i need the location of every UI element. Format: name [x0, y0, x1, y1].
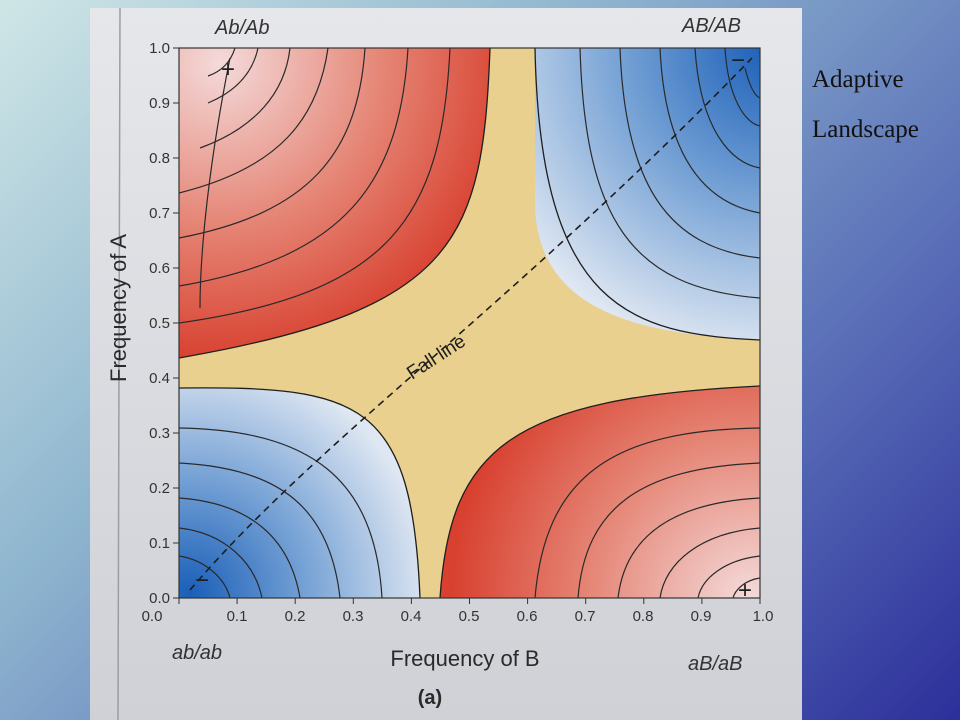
textbook-photo: 0.0 0.1 0.2 0.3 0.4 0.5 0.6 0.7 0.8 0.9 … — [90, 8, 802, 720]
x-tick-label: 0.5 — [459, 608, 480, 625]
peak-mark-bottom-right: + — [738, 577, 752, 604]
genotype-label-bottom-right: aB/aB — [688, 653, 742, 675]
slide-title: Adaptive Landscape — [812, 66, 952, 166]
x-tick-label: 0.4 — [401, 608, 422, 625]
adaptive-landscape-figure: 0.0 0.1 0.2 0.3 0.4 0.5 0.6 0.7 0.8 0.9 … — [106, 8, 774, 720]
page-margin-line — [117, 8, 121, 720]
x-tick-label: 0.9 — [691, 608, 712, 625]
x-tick-label: 1.0 — [753, 608, 774, 625]
panel-label: (a) — [418, 687, 442, 709]
y-tick-label: 0.8 — [149, 150, 170, 167]
y-tick-label: 0.9 — [149, 95, 170, 112]
y-tick-label: 0.7 — [149, 205, 170, 222]
y-tick-label: 0.6 — [149, 260, 170, 277]
region-top-right-negative — [535, 48, 760, 340]
genotype-label-top-left: Ab/Ab — [214, 17, 269, 39]
region-top-left-positive — [179, 48, 490, 358]
fall-line — [189, 57, 753, 591]
y-tick-label: 1.0 — [149, 40, 170, 57]
x-tick-label: 0.3 — [343, 608, 364, 625]
region-bottom-right-positive — [440, 386, 760, 598]
x-tick-label: 0.8 — [633, 608, 654, 625]
slide-title-line-1: Adaptive — [812, 66, 904, 93]
region-bottom-left-negative — [179, 387, 420, 598]
y-tick-label: 0.5 — [149, 315, 170, 332]
y-tick-label: 0.4 — [149, 370, 170, 387]
y-axis-title: Frequency of A — [106, 234, 131, 382]
y-tick-label: 0.2 — [149, 480, 170, 497]
valley-mark-bottom-left: − — [195, 567, 209, 594]
y-tick-label: 0.0 — [149, 590, 170, 607]
genotype-label-bottom-left: ab/ab — [172, 642, 222, 664]
x-tick-label: 0.6 — [517, 608, 538, 625]
y-tick-label: 0.3 — [149, 425, 170, 442]
contour-lines — [179, 48, 760, 598]
x-tick-label: 0.1 — [227, 608, 248, 625]
valley-mark-top-right: − — [731, 47, 745, 74]
x-axis-title: Frequency of B — [390, 646, 539, 671]
x-tick-label: 0.2 — [285, 608, 306, 625]
x-tick-label: 0.0 — [142, 608, 163, 625]
peak-mark-top-left: + — [221, 56, 235, 83]
x-tick-label: 0.7 — [575, 608, 596, 625]
slide-title-line-2: Landscape — [812, 116, 919, 143]
y-tick-label: 0.1 — [149, 535, 170, 552]
tick-marks — [173, 47, 761, 604]
genotype-label-top-right: AB/AB — [681, 15, 741, 37]
